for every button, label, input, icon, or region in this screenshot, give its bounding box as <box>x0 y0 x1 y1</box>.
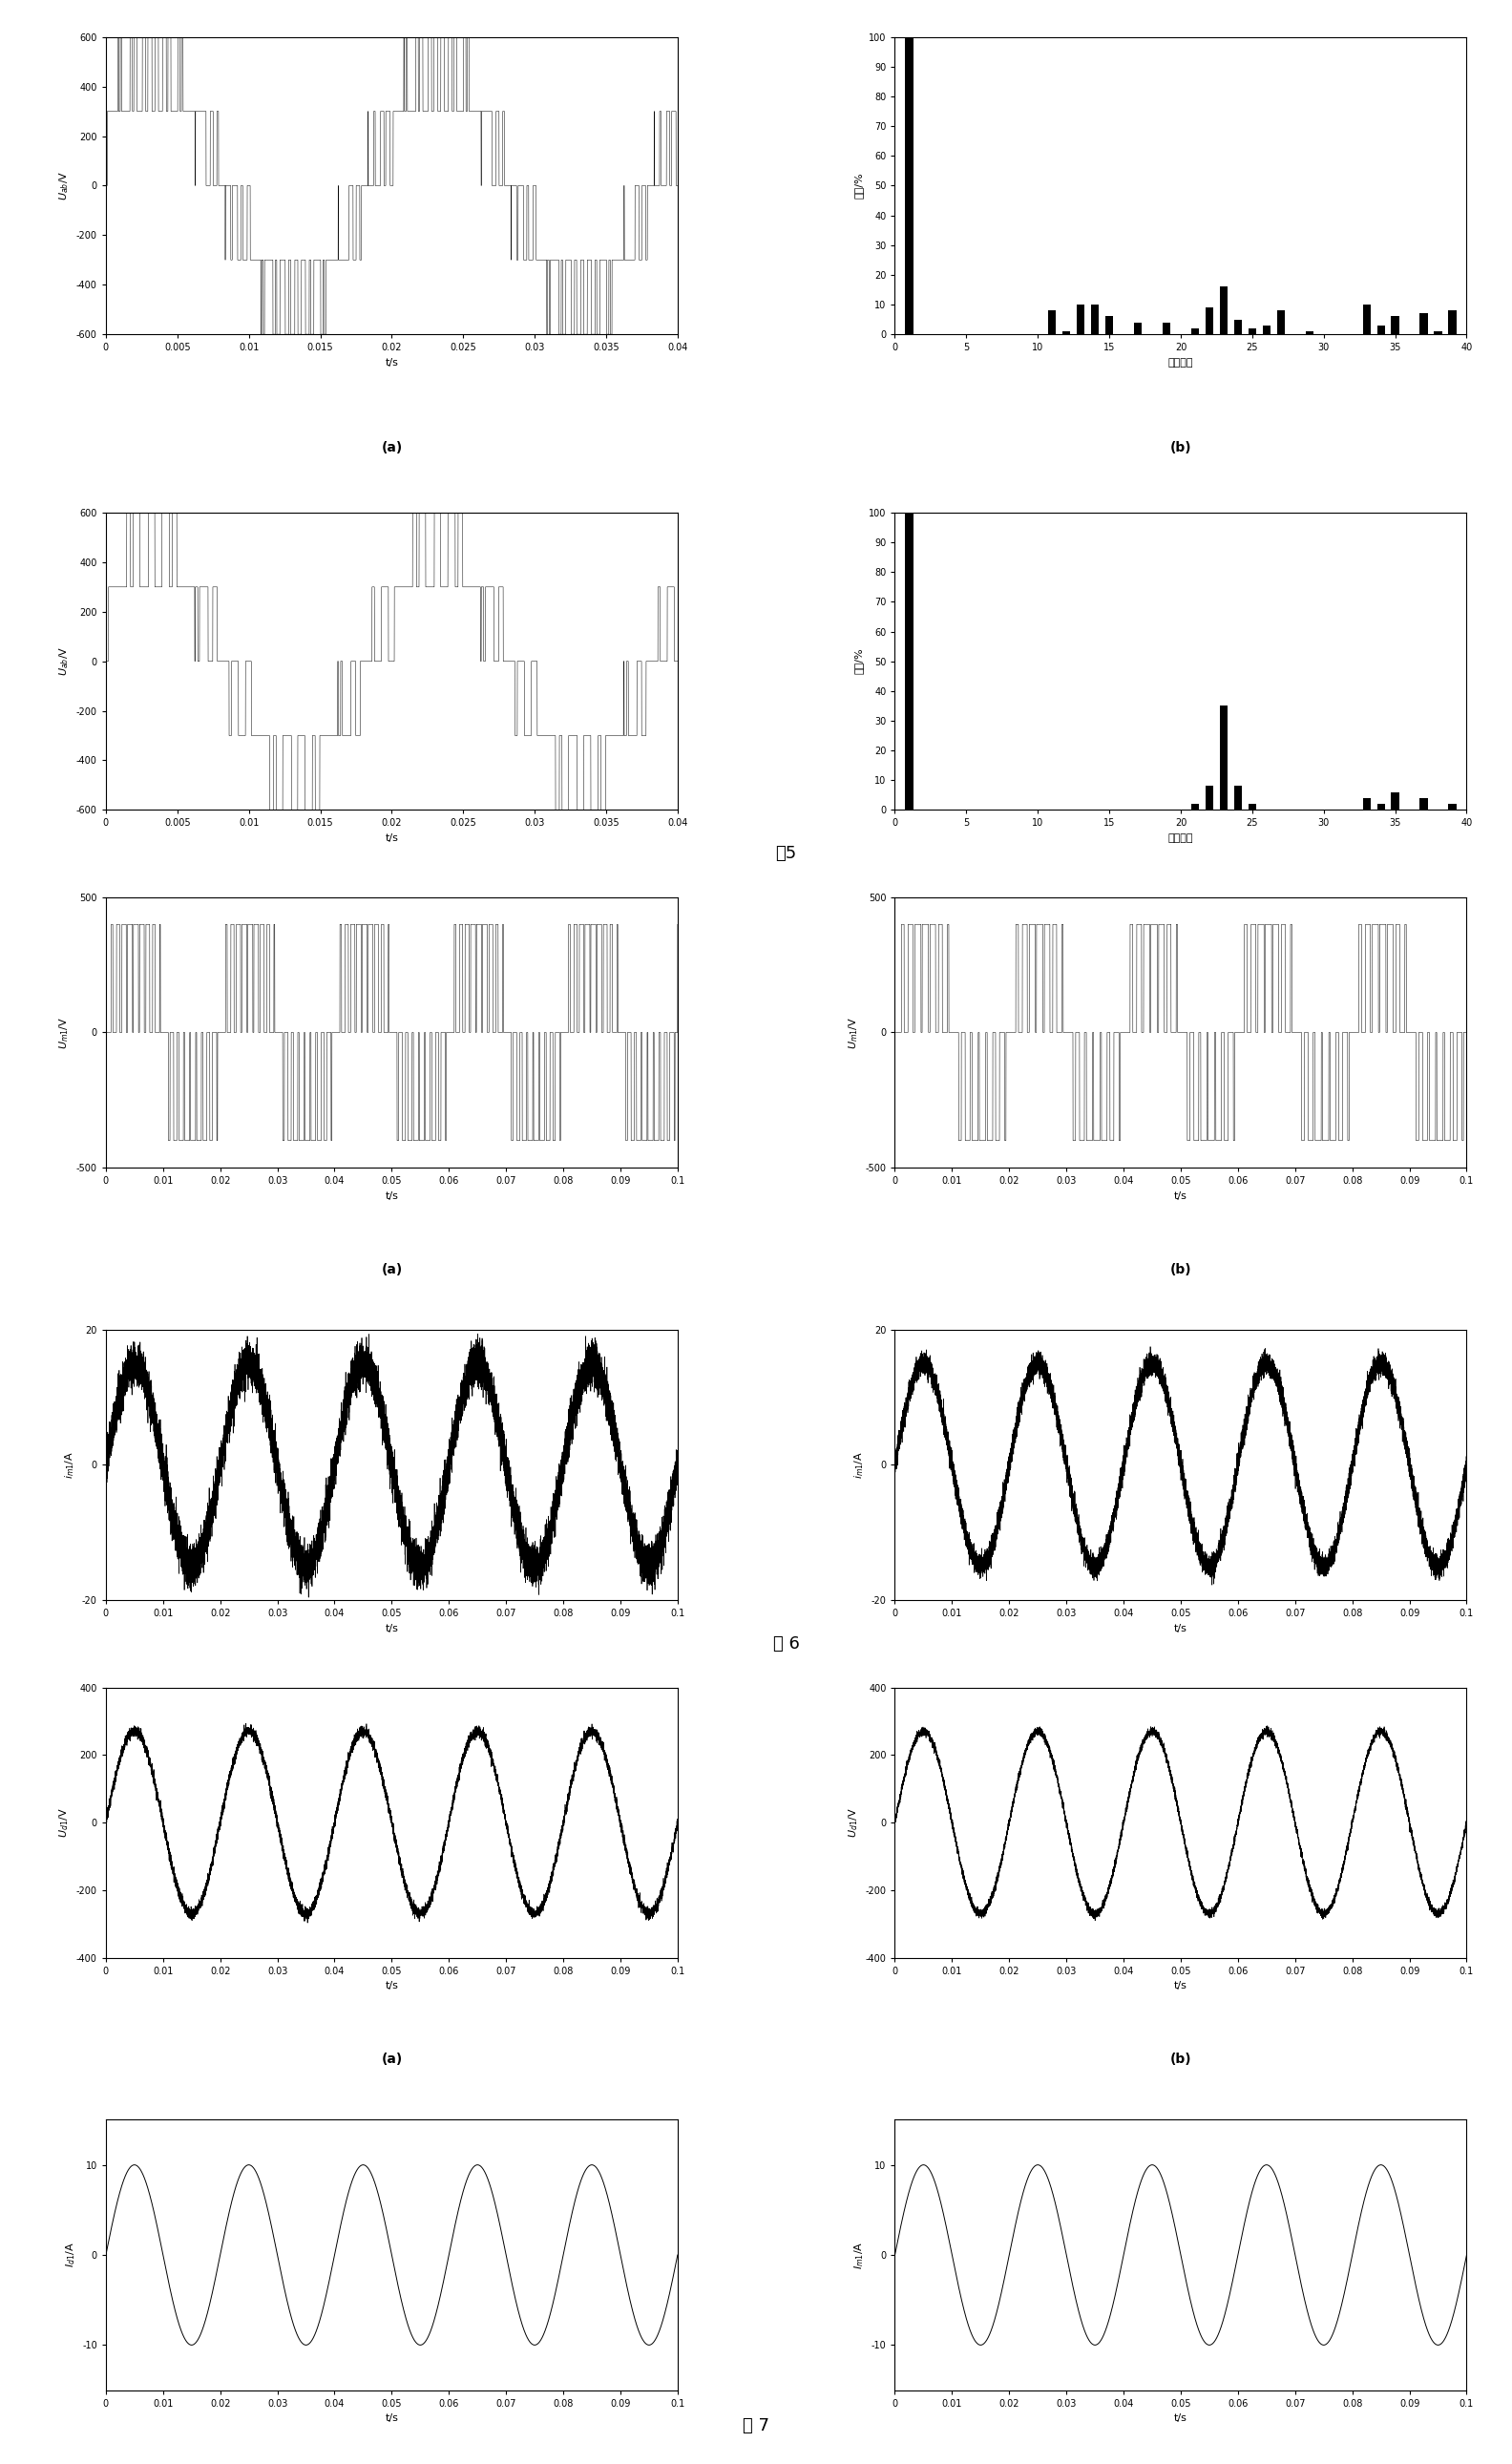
Y-axis label: $U_{ab}$/V: $U_{ab}$/V <box>57 170 71 200</box>
Bar <box>1234 786 1241 811</box>
Bar <box>1220 286 1228 335</box>
Bar <box>1448 310 1456 335</box>
Y-axis label: $I_{m1}$/A: $I_{m1}$/A <box>853 2240 866 2269</box>
Bar <box>1391 791 1399 811</box>
Y-axis label: $U_{m1}$/V: $U_{m1}$/V <box>847 1015 860 1050</box>
Bar <box>1105 315 1113 335</box>
Bar <box>1234 320 1241 335</box>
X-axis label: t/s: t/s <box>386 357 398 367</box>
Y-axis label: $i_{m1}$/A: $i_{m1}$/A <box>64 1451 77 1478</box>
X-axis label: t/s: t/s <box>1175 1190 1187 1200</box>
Bar <box>1163 323 1170 335</box>
Bar <box>1377 803 1385 811</box>
Bar <box>1278 310 1285 335</box>
Bar <box>1448 803 1456 811</box>
X-axis label: 谐波次数: 谐波次数 <box>1169 357 1193 367</box>
Bar <box>1191 803 1199 811</box>
Title: (c): (c) <box>381 917 402 929</box>
Y-axis label: $U_{d1}$/V: $U_{d1}$/V <box>57 1809 71 1838</box>
Y-axis label: $i_{m1}$/A: $i_{m1}$/A <box>853 1451 866 1478</box>
Bar <box>1305 330 1314 335</box>
Bar <box>906 513 913 811</box>
Bar <box>1433 330 1442 335</box>
X-axis label: t/s: t/s <box>1175 1981 1187 1991</box>
Bar <box>1420 313 1427 335</box>
X-axis label: t/s: t/s <box>386 1624 398 1634</box>
Y-axis label: $U_{ab}$/V: $U_{ab}$/V <box>57 646 71 675</box>
Y-axis label: $U_{m1}$/V: $U_{m1}$/V <box>57 1015 71 1050</box>
Text: 图 6: 图 6 <box>773 1636 800 1653</box>
Y-axis label: $U_{d1}$/V: $U_{d1}$/V <box>847 1809 860 1838</box>
Y-axis label: $I_{d1}$/A: $I_{d1}$/A <box>64 2242 77 2267</box>
Y-axis label: 幅值/%: 幅值/% <box>854 172 863 200</box>
Bar <box>1134 323 1142 335</box>
X-axis label: t/s: t/s <box>386 833 398 843</box>
Bar <box>1263 325 1270 335</box>
Bar <box>1048 310 1055 335</box>
Bar <box>1249 328 1256 335</box>
Bar <box>906 37 913 335</box>
X-axis label: t/s: t/s <box>386 1190 398 1200</box>
X-axis label: t/s: t/s <box>386 1981 398 1991</box>
Title: (b): (b) <box>1170 441 1191 453</box>
Text: 图5: 图5 <box>776 845 797 862</box>
Title: (d): (d) <box>1170 917 1191 929</box>
Y-axis label: 幅值/%: 幅值/% <box>854 648 863 675</box>
Bar <box>1362 306 1370 335</box>
Bar <box>1220 705 1228 811</box>
Title: (d): (d) <box>1170 1695 1191 1708</box>
X-axis label: 谐波次数: 谐波次数 <box>1169 833 1193 843</box>
Bar <box>1377 325 1385 335</box>
Bar <box>1249 803 1256 811</box>
Title: (a): (a) <box>381 2053 402 2067</box>
Bar <box>1191 328 1199 335</box>
Bar <box>1092 306 1099 335</box>
Title: (c): (c) <box>381 1695 402 1708</box>
Title: (a): (a) <box>381 441 402 453</box>
Text: 图 7: 图 7 <box>742 2417 770 2434</box>
X-axis label: t/s: t/s <box>1175 1624 1187 1634</box>
Bar <box>1077 306 1084 335</box>
Title: (a): (a) <box>381 1262 402 1276</box>
Bar <box>1420 798 1427 811</box>
Bar <box>1205 786 1213 811</box>
Title: (b): (b) <box>1170 1262 1191 1276</box>
X-axis label: t/s: t/s <box>1175 2415 1187 2422</box>
Bar <box>1362 798 1370 811</box>
Bar <box>1391 315 1399 335</box>
Bar <box>1205 308 1213 335</box>
Title: (b): (b) <box>1170 2053 1191 2067</box>
Bar <box>1063 330 1070 335</box>
X-axis label: t/s: t/s <box>386 2415 398 2422</box>
